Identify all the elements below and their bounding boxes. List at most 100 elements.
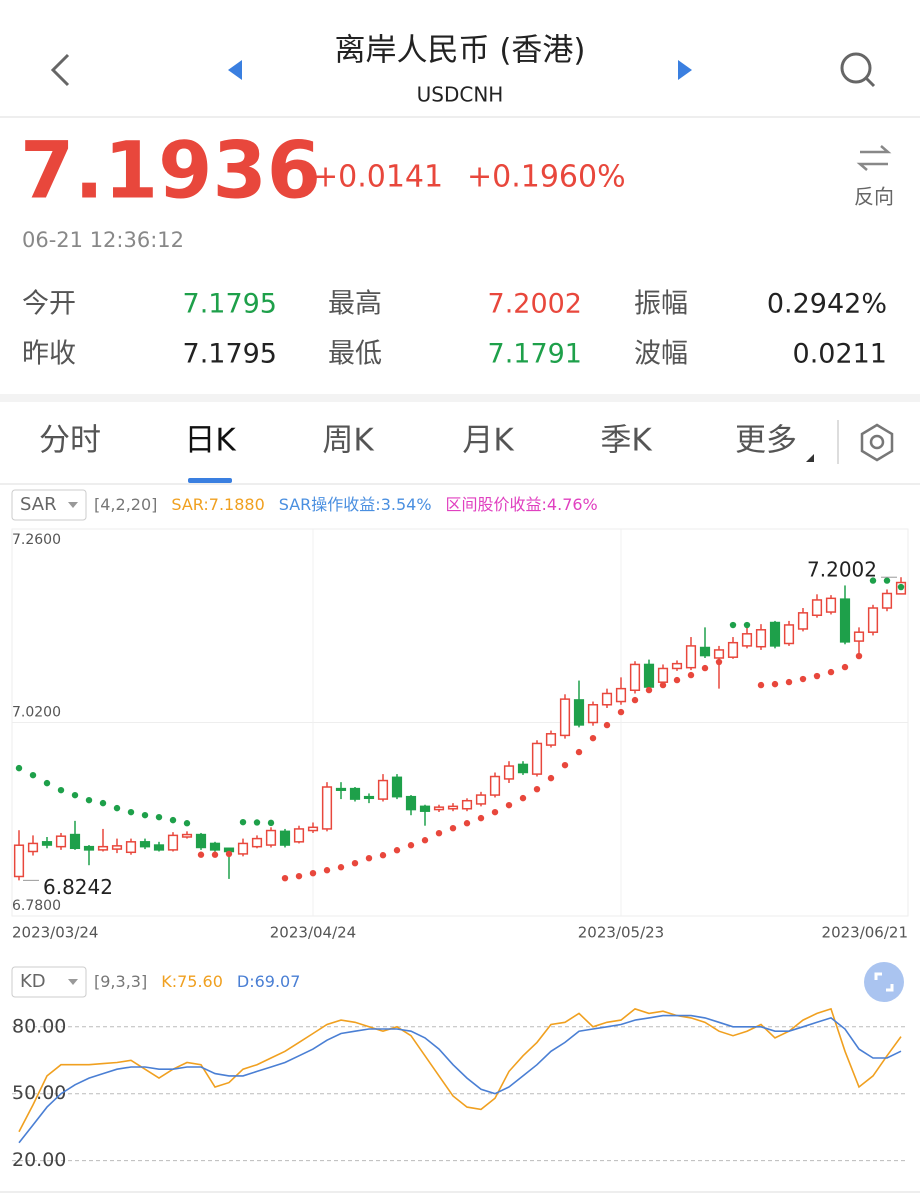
sar-dot — [337, 864, 345, 871]
candle-body — [41, 841, 53, 846]
sar-dot — [827, 668, 835, 676]
candle-body — [181, 833, 193, 838]
candle-body — [545, 733, 557, 746]
stat-label: 昨收 — [22, 339, 76, 370]
indicator-selector[interactable]: KD — [11, 966, 87, 998]
search-icon — [840, 52, 872, 84]
candle-body — [265, 829, 277, 846]
sar-dot — [29, 771, 37, 779]
candle-body — [433, 806, 445, 811]
tab[interactable]: 周K — [322, 423, 374, 459]
sar-dot — [211, 851, 219, 858]
y-tick-label: 7.2600 — [12, 532, 61, 548]
sar-dot — [757, 681, 765, 689]
candle-body — [279, 830, 291, 846]
candle-body — [405, 795, 417, 811]
stat-value: 7.1795 — [183, 339, 277, 370]
sar-dot — [533, 785, 541, 793]
candle-body — [251, 837, 263, 848]
candle — [699, 627, 711, 658]
back-button[interactable] — [50, 53, 70, 87]
candle — [461, 798, 473, 812]
candle-body — [769, 621, 781, 647]
kd-line — [18, 1014, 902, 1144]
fullscreen-button[interactable] — [864, 962, 904, 1002]
settings-button[interactable] — [860, 423, 894, 462]
reverse-button[interactable]: 反向 — [854, 145, 894, 209]
sar-dot — [15, 764, 23, 772]
y-tick-label: 7.0200 — [12, 705, 61, 721]
candle-body — [783, 624, 795, 645]
tab[interactable]: 日K — [184, 423, 236, 484]
next-button[interactable] — [678, 60, 692, 80]
indicator-legend: [9,3,3] K:75.60 D:69.07 — [94, 972, 300, 991]
sar-dot — [491, 808, 499, 816]
sar-dot — [393, 847, 401, 854]
candle-body — [503, 765, 515, 780]
candle-body — [881, 592, 893, 609]
sar-dot — [239, 818, 247, 826]
charts: SAR [4,2,20] SAR:7.1880 SAR操作收益:3.54% 区间股价收益… — [11, 489, 909, 1171]
tab-label: 更多 — [735, 423, 797, 459]
sar-dot — [673, 676, 681, 684]
candle — [671, 660, 683, 671]
tab[interactable]: 月K — [462, 423, 514, 459]
candle — [615, 677, 627, 705]
tab-label: 月K — [462, 423, 514, 459]
candle-body — [657, 667, 669, 683]
candle — [139, 838, 151, 850]
sar-dot — [99, 799, 107, 807]
prev-button[interactable] — [228, 60, 242, 80]
reverse-label: 反向 — [854, 185, 894, 209]
back-icon — [50, 53, 70, 87]
sar-dot — [169, 816, 177, 824]
sar-dot — [547, 774, 555, 782]
sar-dot — [71, 791, 79, 799]
sar-dot — [645, 686, 653, 694]
candle — [405, 795, 417, 816]
selector-caret — [68, 979, 78, 985]
sar-dot — [225, 850, 233, 858]
search-button[interactable] — [840, 52, 876, 88]
indicator-params: [4,2,20] — [94, 495, 157, 514]
sar-dot — [113, 804, 121, 812]
x-tick-label: 2023/04/24 — [270, 924, 356, 942]
tab[interactable]: 更多 — [735, 423, 814, 463]
selector-caret — [68, 502, 78, 508]
sar-dot — [729, 621, 737, 629]
stat-label: 振幅 — [634, 289, 688, 320]
sar-dot — [575, 748, 583, 756]
candle — [265, 827, 277, 848]
candle-body — [349, 787, 361, 800]
sar-dot — [323, 867, 331, 874]
sar-dot — [771, 680, 779, 688]
candle — [83, 845, 95, 866]
price: 7.1936 — [20, 126, 321, 216]
sar-dot — [295, 872, 303, 880]
candle — [251, 835, 263, 849]
tab[interactable]: 季K — [600, 423, 652, 459]
candle — [237, 838, 249, 857]
candle-body — [517, 763, 529, 774]
candle — [489, 772, 501, 798]
tab-label: 周K — [322, 423, 374, 459]
candle-body — [419, 805, 431, 812]
indicator-selector[interactable]: SAR — [11, 489, 87, 521]
candle-body — [139, 841, 151, 848]
x-tick-label: 2023/06/21 — [822, 924, 908, 942]
candle-body — [83, 845, 95, 851]
sar-dot — [785, 678, 793, 686]
candle — [503, 761, 515, 783]
candle — [797, 608, 809, 632]
indicator-value: SAR:7.1880 — [171, 495, 264, 514]
sar-dot — [743, 621, 751, 629]
candle-body — [237, 842, 249, 855]
change-percent: +0.1960% — [467, 160, 626, 195]
section-gap — [0, 394, 920, 402]
tab[interactable]: 分时 — [39, 423, 101, 459]
fullscreen-icon-arrows — [874, 972, 894, 992]
sar-dot — [253, 819, 261, 826]
sar-dot — [617, 708, 625, 716]
sar-dot — [267, 819, 275, 827]
